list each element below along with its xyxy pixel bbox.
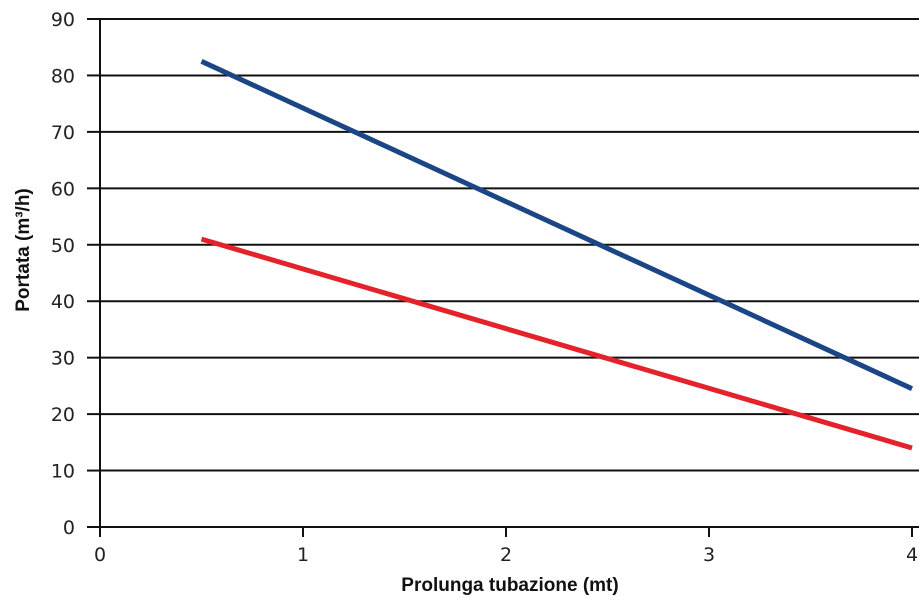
y-tick-label-80: 80 — [51, 65, 75, 87]
y-tick-label-0: 0 — [63, 517, 75, 539]
y-tick-label-10: 10 — [51, 461, 75, 483]
y-tick-label-20: 20 — [51, 404, 75, 426]
y-axis-ticks: 0 10 20 30 40 50 60 70 80 90 — [51, 9, 100, 539]
axes — [99, 18, 919, 528]
x-tick-label-2: 2 — [500, 544, 512, 566]
y-tick-label-40: 40 — [51, 291, 75, 313]
x-tick-label-3: 3 — [703, 544, 715, 566]
y-tick-label-30: 30 — [51, 348, 75, 370]
x-axis-ticks: 0 1 2 3 4 — [94, 527, 918, 566]
data-series — [200, 59, 914, 451]
x-tick-label-4: 4 — [906, 544, 918, 566]
x-tick-label-0: 0 — [94, 544, 106, 566]
x-tick-label-1: 1 — [297, 544, 309, 566]
series-line-2 — [200, 236, 913, 451]
y-axis-title: Portata (m³/h) — [13, 188, 34, 312]
y-tick-label-90: 90 — [51, 9, 75, 31]
y-tick-label-70: 70 — [51, 122, 75, 144]
grid-lines — [100, 18, 919, 472]
x-axis-title: Prolunga tubazione (mt) — [401, 575, 618, 596]
y-tick-label-50: 50 — [51, 235, 75, 257]
y-tick-label-60: 60 — [51, 178, 75, 200]
series-line-1 — [200, 59, 914, 391]
